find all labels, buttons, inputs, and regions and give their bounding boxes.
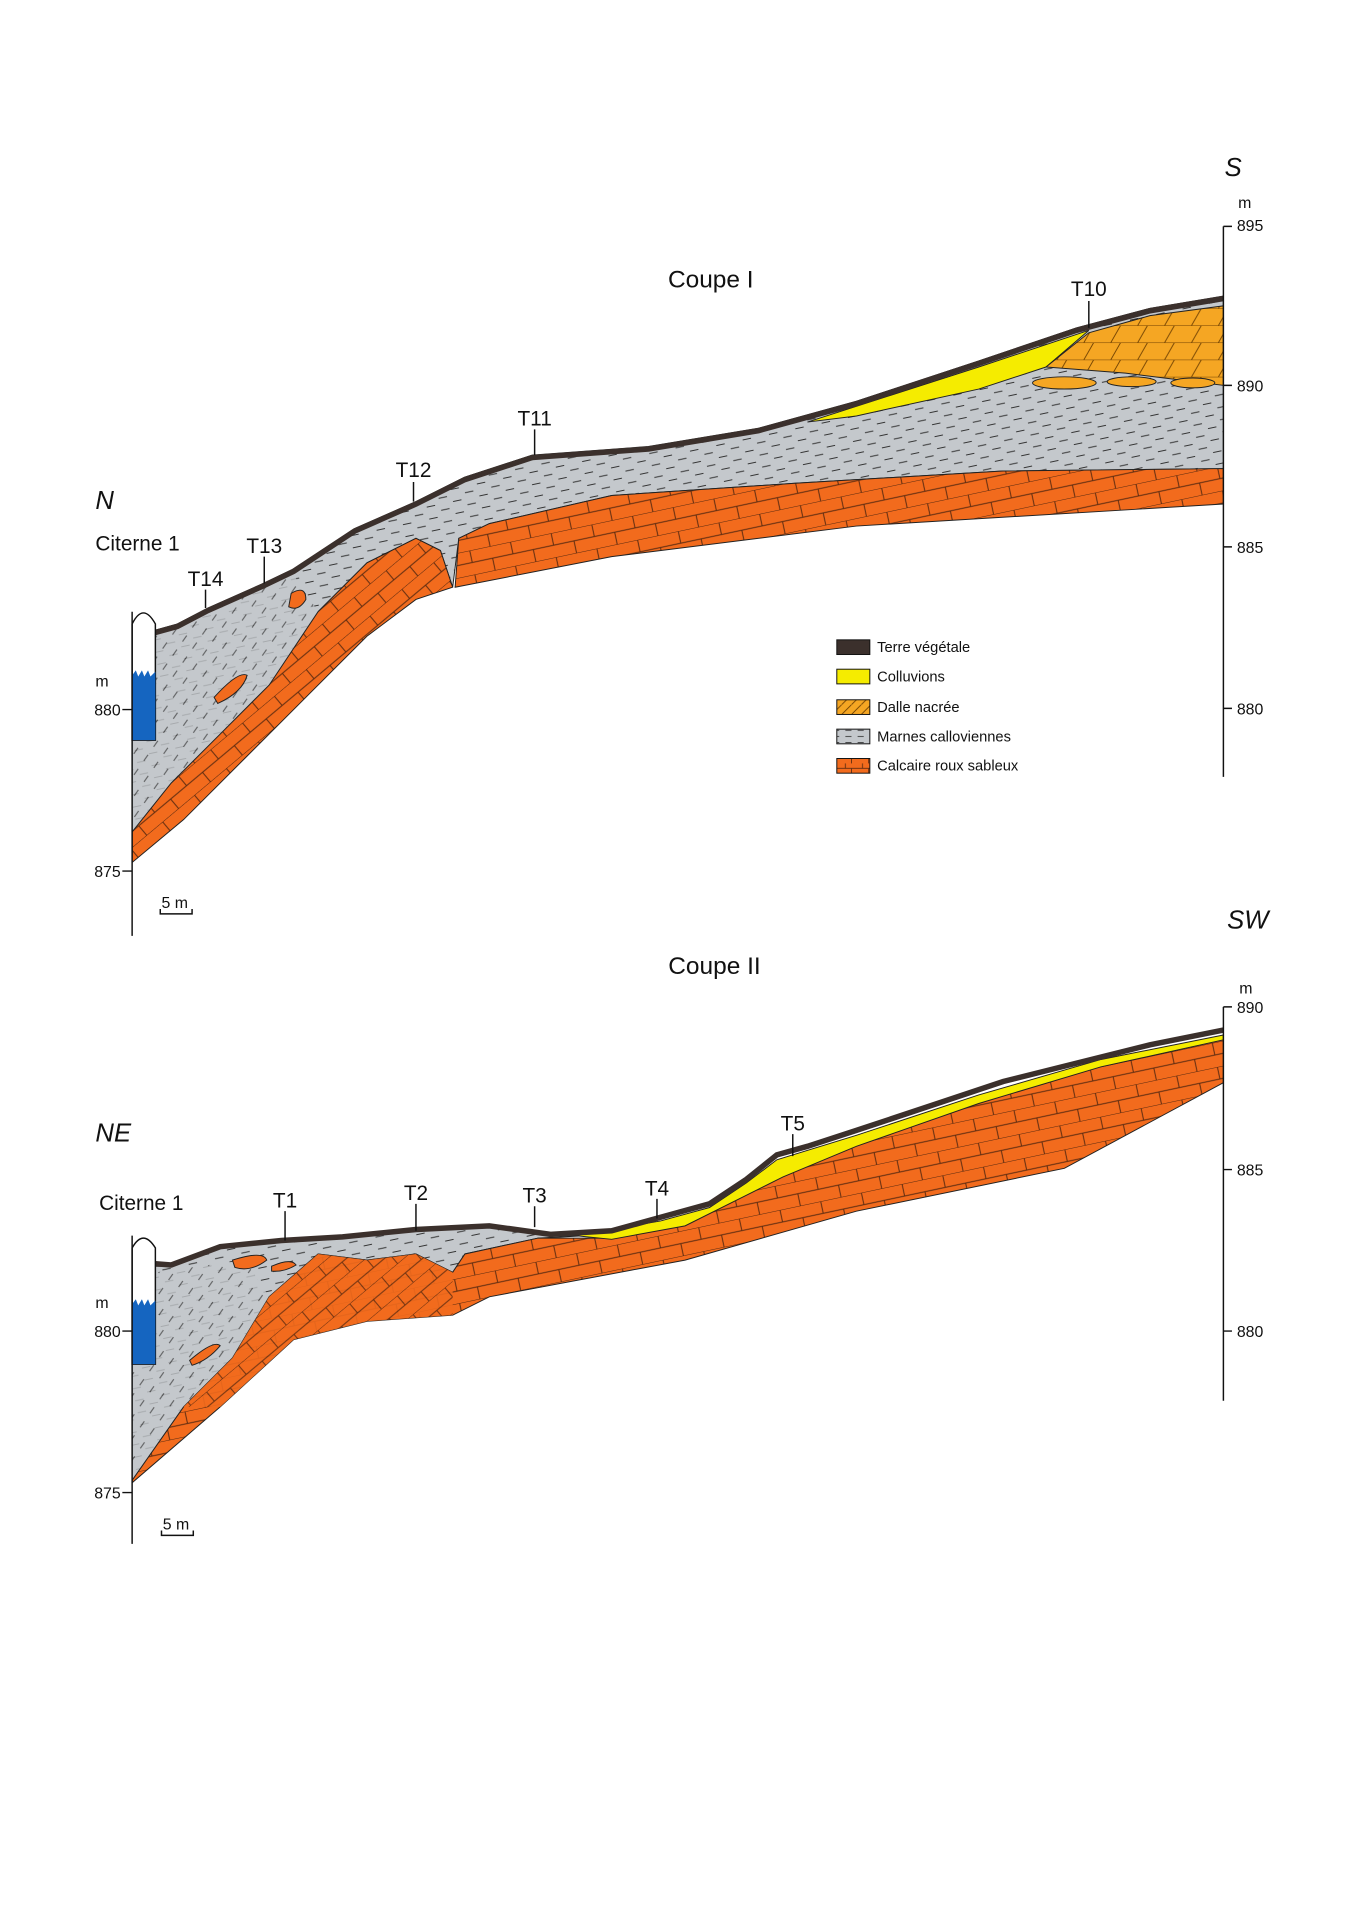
direction-northeast: NE <box>95 1119 132 1147</box>
coupe-1 <box>122 225 1232 936</box>
right-tick-890: 890 <box>1237 1000 1264 1017</box>
left-tick-875: 875 <box>94 1486 121 1503</box>
right-tick-880: 880 <box>1237 701 1264 718</box>
left-tick-880: 880 <box>94 1324 121 1341</box>
legend-label: Dalle nacrée <box>877 700 959 716</box>
calcaire-layer-right <box>454 468 1224 588</box>
trench-label: T14 <box>188 568 224 591</box>
terre-vegetale-layer <box>155 1027 1224 1268</box>
left-tick-880: 880 <box>94 703 121 720</box>
direction-south: S <box>1225 154 1242 182</box>
coupe-1-title: Coupe I <box>668 266 754 293</box>
legend-label: Colluvions <box>877 669 945 685</box>
terre-vegetale-layer <box>154 295 1224 636</box>
legend-label: Calcaire roux sableux <box>877 759 1019 775</box>
trench-label: T4 <box>645 1177 669 1200</box>
coupe-2-labels: Coupe II NE SW Citerne 1 m m 880 875 890… <box>94 907 1271 1534</box>
trench-label: T10 <box>1071 278 1107 301</box>
left-tick-875: 875 <box>94 864 121 881</box>
coupe-2 <box>122 1006 1232 1544</box>
unit-left: m <box>95 673 108 690</box>
direction-north: N <box>95 487 114 515</box>
legend-label: Marnes calloviennes <box>877 729 1011 745</box>
calcaire-layer-left <box>131 537 454 864</box>
water <box>132 670 156 741</box>
unit-right: m <box>1239 980 1252 997</box>
coupe-2-title: Coupe II <box>668 953 760 980</box>
legend-swatch-dalle <box>836 699 871 715</box>
well-label: Citerne 1 <box>99 1192 183 1215</box>
trench-label: T12 <box>396 459 432 482</box>
legend-swatch-marnes <box>836 728 871 745</box>
direction-southwest: SW <box>1227 907 1271 935</box>
right-tick-885: 885 <box>1237 1163 1264 1180</box>
water <box>132 1299 156 1365</box>
trench-label: T11 <box>517 408 551 431</box>
legend: Terre végétale Colluvions Dalle nacrée M… <box>836 639 1019 775</box>
trench-label: T3 <box>522 1185 546 1208</box>
trench-label: T1 <box>273 1189 297 1212</box>
right-tick-885: 885 <box>1237 540 1264 557</box>
trench-label: T13 <box>246 535 282 558</box>
right-tick-890: 890 <box>1237 378 1264 395</box>
right-tick-895: 895 <box>1237 218 1264 235</box>
well-label: Citerne 1 <box>95 533 179 556</box>
coupe-1-labels: Coupe I N S Citerne 1 m m 880 875 895 89… <box>94 154 1263 912</box>
trench-label: T2 <box>404 1182 428 1205</box>
legend-swatch-colluvions <box>836 668 871 685</box>
unit-left: m <box>95 1295 108 1312</box>
scale-bar-label: 5 m <box>161 895 188 912</box>
legend-swatch-terre <box>836 639 871 656</box>
unit-right: m <box>1238 195 1251 212</box>
trench-label: T5 <box>781 1112 805 1135</box>
legend-swatch-calcaire <box>836 758 871 774</box>
legend-label: Terre végétale <box>877 640 970 656</box>
right-tick-880: 880 <box>1237 1324 1264 1341</box>
scale-bar-label: 5 m <box>163 1516 190 1533</box>
